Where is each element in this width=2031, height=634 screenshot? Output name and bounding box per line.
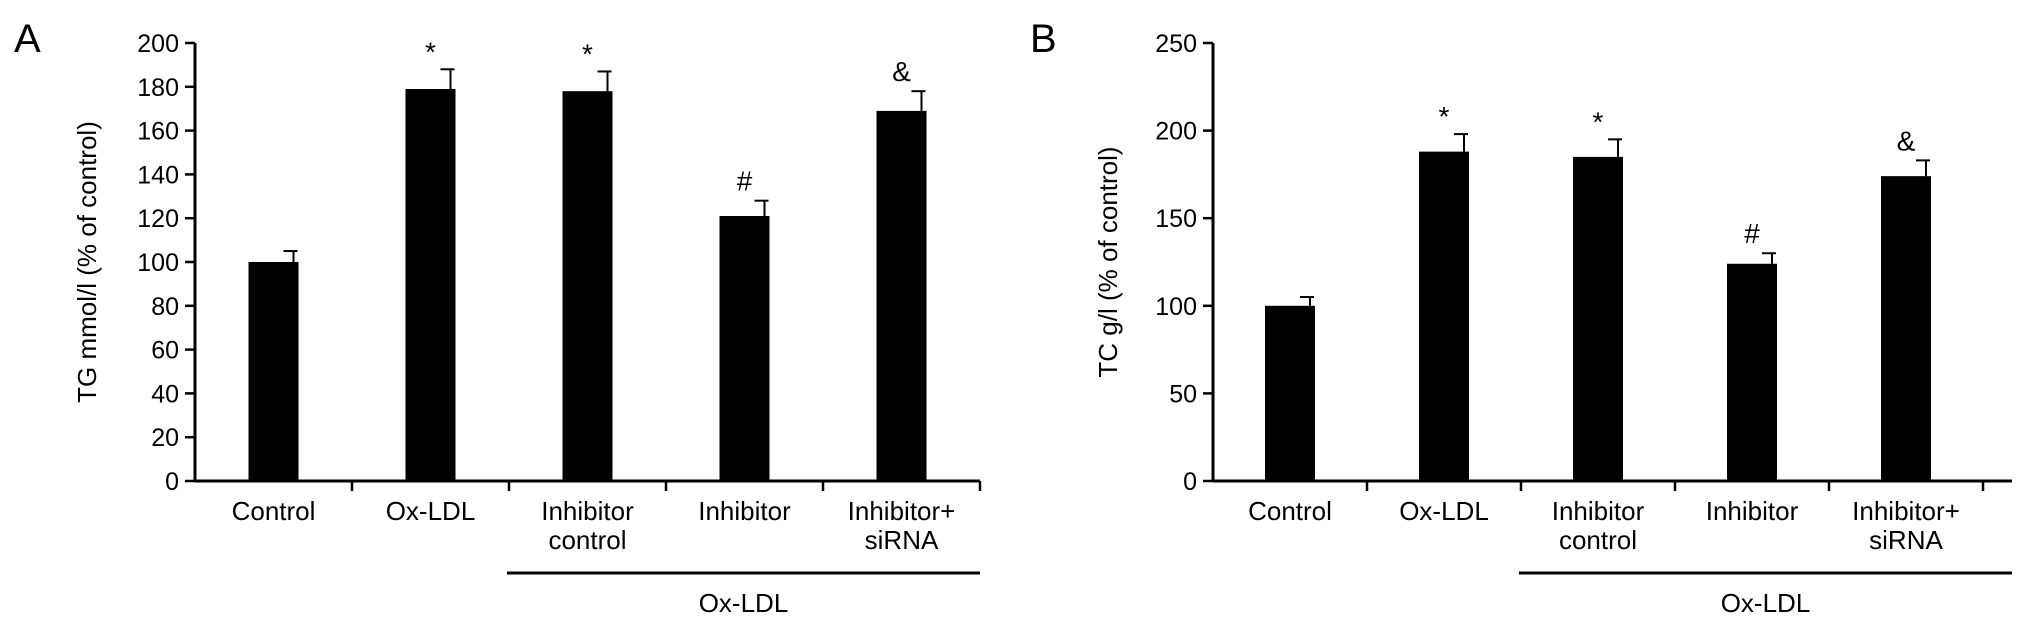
x-category-label: Inhibitor xyxy=(1552,496,1645,526)
bar xyxy=(562,91,613,482)
y-tick-label: 140 xyxy=(137,161,179,189)
x-category-label: control xyxy=(548,525,626,555)
bar xyxy=(876,110,927,481)
bar xyxy=(1727,263,1777,481)
bar xyxy=(1881,176,1931,482)
y-axis-label: TC g/l (% of control) xyxy=(1093,146,1123,377)
y-tick-label: 80 xyxy=(151,293,179,321)
bar xyxy=(1419,151,1469,481)
significance-mark: & xyxy=(1897,125,1916,156)
x-category-label: Inhibitor+ xyxy=(848,496,956,526)
y-tick-label: 150 xyxy=(1155,205,1197,233)
bar xyxy=(1265,305,1315,481)
significance-mark: # xyxy=(1744,218,1760,249)
x-category-label: Inhibitor xyxy=(698,496,791,526)
y-axis-label: TG mmol/l (% of control) xyxy=(72,121,102,403)
x-category-label: control xyxy=(1559,525,1637,555)
chart-panel-b: B 0 50 100 150 200 250 TC g/l (% of control) Con… xyxy=(1030,17,2012,618)
y-tick-label: 200 xyxy=(1155,118,1197,146)
bar xyxy=(1573,156,1623,481)
x-category-label: Control xyxy=(1248,496,1332,526)
x-category-label: Inhibitor xyxy=(1706,496,1799,526)
y-tick-label: 100 xyxy=(1155,293,1197,321)
significance-mark: * xyxy=(582,38,593,69)
y-tick-label: 250 xyxy=(1155,30,1197,58)
y-tick-label: 50 xyxy=(1169,380,1197,408)
y-tick-label: 60 xyxy=(151,337,179,365)
y-tick-label: 20 xyxy=(151,424,179,452)
x-category-label: Inhibitor+ xyxy=(1852,496,1960,526)
x-category-label: Ox-LDL xyxy=(1399,496,1489,526)
significance-mark: * xyxy=(1593,106,1604,137)
y-tick-label: 0 xyxy=(1183,468,1197,496)
y-tick-label: 100 xyxy=(137,249,179,277)
significance-mark: & xyxy=(892,56,911,87)
x-category-label: siRNA xyxy=(1869,525,1943,555)
significance-mark: * xyxy=(425,36,436,67)
group-label: Ox-LDL xyxy=(1721,588,1811,618)
y-tick-label: 200 xyxy=(137,30,179,58)
y-tick-label: 160 xyxy=(137,118,179,146)
bar xyxy=(719,216,770,481)
panel-letter: B xyxy=(1030,17,1057,61)
y-tick-label: 40 xyxy=(151,380,179,408)
panel-letter: A xyxy=(14,17,41,61)
bar xyxy=(405,88,456,482)
significance-mark: # xyxy=(737,166,753,197)
y-tick-label: 180 xyxy=(137,74,179,102)
x-category-label: siRNA xyxy=(865,525,939,555)
chart-panel-a: A 0 20 40 60 80 100 120 140 160 180 200 TG mmol/l (%… xyxy=(14,17,982,618)
y-tick-label: 120 xyxy=(137,205,179,233)
group-label: Ox-LDL xyxy=(699,588,789,618)
x-category-label: Control xyxy=(232,496,316,526)
significance-mark: * xyxy=(1439,101,1450,132)
bar xyxy=(248,262,299,481)
y-tick-label: 0 xyxy=(165,468,179,496)
x-category-label: Ox-LDL xyxy=(386,496,476,526)
x-category-label: Inhibitor xyxy=(541,496,634,526)
